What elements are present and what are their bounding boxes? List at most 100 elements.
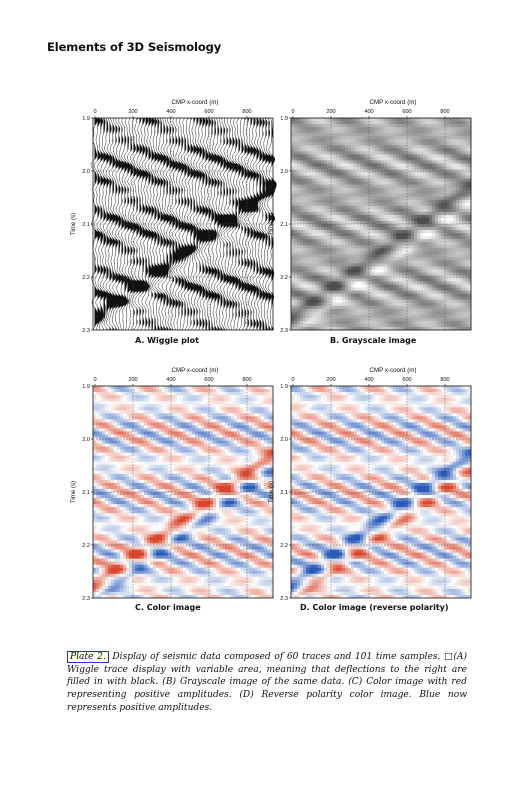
x-tick-label: 800 <box>242 109 251 115</box>
seismic-image <box>291 386 472 599</box>
trace-fill <box>118 118 125 330</box>
y-tick-label: 2.2 <box>82 275 90 281</box>
trace-line <box>154 117 167 331</box>
trace-fill <box>142 118 148 330</box>
x-tick-label: 200 <box>128 377 137 383</box>
x-tick-label: 400 <box>166 377 175 383</box>
y-tick-label: 2.2 <box>280 543 288 549</box>
y-tick-label: 2.1 <box>82 490 90 496</box>
x-tick-label: 600 <box>402 377 411 383</box>
trace-line <box>255 117 263 331</box>
y-tick-label: 2.3 <box>82 596 90 602</box>
trace-line <box>141 117 150 331</box>
panel-d-caption: D. Color image (reverse polarity) <box>300 603 449 612</box>
y-tick-label: 2.0 <box>280 169 288 175</box>
trace-fill <box>193 118 198 330</box>
trace-line <box>239 117 250 331</box>
grayscale-image-svg: CMP x-coord (m) 0 200 400 600 800 1.9 2.0 2.1 2.2… <box>268 99 472 334</box>
panel-a-wiggle-plot: CMP x-coord (m) 0 200 400 600 800 1.9 2.0 2.1 2.2… <box>60 98 280 334</box>
x-tick-label: 800 <box>440 377 449 383</box>
x-tick-label: 200 <box>128 109 137 115</box>
trace-fill <box>100 118 105 330</box>
y-tick-label: 2.3 <box>280 596 288 602</box>
trace-fill <box>268 118 273 330</box>
trace-fill <box>211 118 216 330</box>
y-axis-label: Time (s) <box>70 213 77 235</box>
x-axis-label: CMP x-coord (m) <box>370 99 417 106</box>
plate-reference-link[interactable]: Plate 2. <box>67 651 109 663</box>
trace-line <box>201 117 213 331</box>
y-tick-label: 2.2 <box>280 275 288 281</box>
trace-fill <box>97 118 102 330</box>
y-tick-label: 2.2 <box>82 543 90 549</box>
trace-line <box>165 117 173 331</box>
y-tick-label: 1.9 <box>82 384 90 390</box>
trace-fill <box>238 118 242 330</box>
panel-c-caption: C. Color image <box>135 603 201 612</box>
trace-line <box>244 117 255 331</box>
trace-fill <box>265 118 270 330</box>
trace-line <box>132 117 144 331</box>
color-reverse-svg: CMP x-coord (m) 0 200 400 600 800 1.9 2.0 2.1 2.2… <box>268 367 472 602</box>
trace-line <box>102 117 110 331</box>
panel-c-color-image: CMP x-coord (m) 0 200 400 600 800 1.9 2.0 2.1 2.2… <box>60 366 280 602</box>
y-tick-label: 1.9 <box>82 116 90 122</box>
y-axis-label: Time (s) <box>70 481 77 503</box>
trace-line <box>186 117 195 331</box>
trace-line <box>258 117 266 331</box>
x-axis-label: CMP x-coord (m) <box>172 99 219 106</box>
trace-line <box>211 117 219 331</box>
panel-b-grayscale-image: CMP x-coord (m) 0 200 400 600 800 1.9 2.0 2.1 2.2… <box>258 98 478 334</box>
trace-line <box>241 117 253 331</box>
y-tick-label: 2.1 <box>280 490 288 496</box>
x-tick-label: 200 <box>326 109 335 115</box>
wiggle-plot-svg: CMP x-coord (m) 0 200 400 600 800 1.9 2.0 2.1 2.2… <box>70 99 277 334</box>
trace-fill <box>109 118 115 330</box>
trace-line <box>144 117 153 331</box>
y-tick-label: 1.9 <box>280 116 288 122</box>
figure-caption: Plate 2. Display of seismic data compose… <box>67 651 467 715</box>
trace-line <box>248 117 258 331</box>
x-tick-label: 0 <box>291 109 294 115</box>
trace-line <box>264 117 274 331</box>
trace-line <box>261 117 270 331</box>
trace-fill <box>163 118 168 330</box>
y-tick-label: 2.3 <box>82 328 90 334</box>
trace-fill <box>247 118 253 330</box>
trace-fill <box>262 118 266 330</box>
x-tick-label: 600 <box>204 377 213 383</box>
running-head: Elements of 3D Seismology <box>47 40 222 54</box>
x-axis-label: CMP x-coord (m) <box>172 367 219 374</box>
trace-fill <box>94 118 99 330</box>
color-image-svg: CMP x-coord (m) 0 200 400 600 800 1.9 2.0 2.1 2.2… <box>70 367 274 602</box>
y-tick-label: 2.0 <box>280 437 288 443</box>
trace-fill <box>244 118 250 330</box>
panel-d-color-reverse: CMP x-coord (m) 0 200 400 600 800 1.9 2.0 2.1 2.2… <box>258 366 478 602</box>
seismic-image <box>291 118 472 331</box>
x-tick-label: 800 <box>242 377 251 383</box>
trace-fill <box>187 118 193 330</box>
y-tick-label: 2.1 <box>280 222 288 228</box>
caption-text: Display of seismic data composed of 60 t… <box>67 652 467 713</box>
trace-fill <box>253 118 257 330</box>
trace-line <box>195 117 206 331</box>
trace-fill <box>241 118 246 330</box>
trace-line <box>252 117 260 331</box>
seismic-image <box>93 386 274 599</box>
x-tick-label: 400 <box>364 377 373 383</box>
y-tick-label: 2.3 <box>280 328 288 334</box>
y-tick-label: 2.0 <box>82 169 90 175</box>
y-axis-label: Time (s) <box>268 213 275 235</box>
x-tick-label: 600 <box>204 109 213 115</box>
panel-b-caption: B. Grayscale image <box>330 336 417 345</box>
x-tick-label: 400 <box>166 109 175 115</box>
trace-line <box>152 117 164 331</box>
y-tick-label: 2.0 <box>82 437 90 443</box>
trace-fill <box>190 118 195 330</box>
trace-line <box>111 117 122 331</box>
y-axis-label: Time (s) <box>268 481 275 503</box>
x-tick-label: 0 <box>93 109 96 115</box>
trace-line <box>198 117 210 331</box>
trace-fill <box>112 118 119 330</box>
x-tick-label: 0 <box>291 377 294 383</box>
